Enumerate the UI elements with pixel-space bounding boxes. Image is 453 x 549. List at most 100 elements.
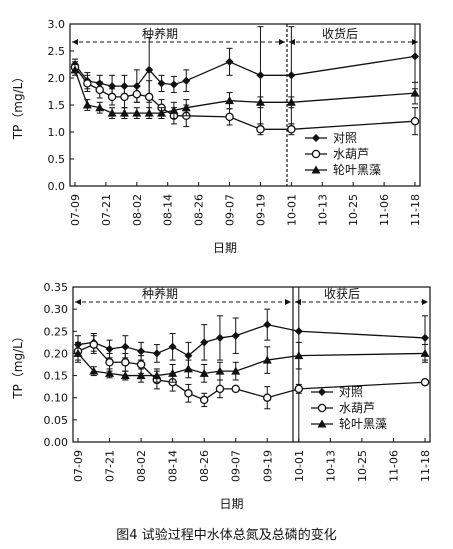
- plot-frame: [69, 23, 421, 187]
- x-axis-title: 日期: [219, 497, 243, 511]
- data-point-triangle: [105, 368, 115, 377]
- data-point-diamond: [231, 331, 240, 340]
- data-point-triangle: [152, 371, 162, 380]
- data-point-triangle: [73, 348, 83, 357]
- legend-label: 水葫芦: [339, 401, 375, 415]
- arrowhead: [279, 39, 285, 45]
- y-tick-label: 0.15: [44, 370, 69, 383]
- data-point-circle: [420, 377, 430, 387]
- data-point-diamond: [225, 57, 234, 66]
- data-point-circle: [121, 358, 130, 367]
- data-point-triangle: [199, 368, 209, 377]
- data-point-triangle: [410, 88, 420, 97]
- data-point-triangle: [294, 351, 304, 360]
- data-point-triangle: [120, 371, 130, 380]
- data-point-circle: [263, 393, 272, 402]
- data-point-triangle: [119, 108, 129, 117]
- arrowhead: [295, 299, 301, 305]
- x-tick-label: 08-26: [193, 194, 206, 226]
- y-tick-label: 2.5: [48, 45, 66, 58]
- data-point-circle: [107, 92, 117, 102]
- x-tick-label: 11-18: [419, 450, 432, 482]
- data-point-circle: [410, 116, 420, 126]
- x-axis-title: 日期: [213, 241, 237, 255]
- x-tick-label: 08-02: [135, 450, 148, 482]
- legend-label: 水葫芦: [333, 147, 369, 161]
- data-point-circle: [83, 79, 92, 88]
- data-point-diamond: [152, 349, 161, 358]
- plot-frame: [72, 286, 431, 443]
- y-tick-label: 1.0: [48, 126, 66, 139]
- x-tick-label: 10-25: [347, 194, 360, 226]
- chart-2: 0.00 0.05 0.10 0.15 0.20 0.25 0.30 0.35 07-09 07-…: [11, 281, 432, 511]
- data-point-diamond: [263, 320, 272, 329]
- y-tick-label: 0.20: [44, 347, 69, 360]
- period-label: 收获后: [324, 287, 360, 301]
- data-point-diamond: [168, 342, 177, 351]
- legend-label: 轮叶黑藻: [339, 417, 387, 431]
- x-tick-label: 09-07: [230, 450, 243, 482]
- y-tick-label: 0.10: [44, 392, 69, 405]
- x-tick-label: 08-26: [198, 450, 211, 482]
- x-tick-label: 11-06: [387, 450, 400, 482]
- data-point-triangle: [132, 108, 142, 117]
- data-point-triangle: [231, 366, 241, 375]
- legend-label: 对照: [339, 385, 363, 399]
- x-tick-label: 08-02: [131, 194, 144, 226]
- data-point-diamond: [294, 327, 303, 336]
- y-tick-label: 0.30: [44, 303, 69, 316]
- data-point-circle: [95, 85, 104, 95]
- series-line-1: [74, 55, 416, 87]
- data-point-circle: [287, 125, 296, 134]
- legend-marker-diamond: [318, 388, 326, 396]
- data-point-circle: [132, 89, 142, 99]
- x-tick-label: 09-19: [254, 194, 267, 226]
- data-point-triangle: [136, 371, 146, 380]
- data-point-triangle: [169, 105, 179, 114]
- data-point-circle: [231, 384, 240, 394]
- data-point-circle: [199, 395, 209, 405]
- x-tick-label: 10-01: [285, 194, 298, 226]
- data-point-triangle: [107, 108, 117, 117]
- data-point-diamond: [157, 79, 166, 88]
- arrowhead: [422, 299, 428, 305]
- data-point-circle: [225, 112, 234, 122]
- y-tick-label: 2.0: [48, 72, 66, 85]
- period-label: 种养期: [142, 286, 178, 301]
- data-point-triangle: [215, 366, 225, 375]
- data-point-diamond: [137, 347, 146, 356]
- legend-marker-triangle: [317, 419, 327, 428]
- data-point-triangle: [144, 108, 154, 117]
- data-point-diamond: [287, 71, 296, 80]
- data-point-circle: [89, 340, 99, 349]
- y-tick-label: 0.35: [44, 281, 69, 294]
- x-tick-label: 07-09: [69, 194, 82, 226]
- data-point-triangle: [157, 108, 167, 117]
- data-point-triangle: [82, 100, 92, 109]
- x-tick-label: 10-13: [324, 450, 337, 482]
- data-point-diamond: [184, 351, 193, 360]
- data-point-diamond: [108, 82, 117, 91]
- series-line-1: [77, 323, 426, 357]
- figure-caption: 图4 试验过程中水体总氮及总磷的变化: [116, 528, 337, 543]
- y-tick-label: 0.05: [44, 414, 69, 427]
- x-tick-label: 10-01: [293, 450, 306, 482]
- data-point-diamond: [411, 52, 419, 61]
- data-point-triangle: [420, 348, 430, 357]
- data-point-diamond: [256, 71, 265, 80]
- data-point-triangle: [95, 103, 105, 112]
- x-tick-label: 11-06: [378, 194, 391, 226]
- x-tick-label: 10-25: [356, 450, 369, 482]
- legend-marker-circle: [311, 149, 321, 159]
- figure-svg: 0.0 0.5 1.0 1.5 2.0 2.5 3.0 07-09 07-21 08-02 08-1…: [11, 18, 432, 511]
- data-point-triangle: [183, 364, 193, 373]
- y-axis-title: TP（mg/L）: [11, 330, 25, 400]
- data-point-triangle: [181, 103, 191, 112]
- data-point-diamond: [169, 80, 178, 89]
- x-tick-label: 11-18: [409, 194, 422, 226]
- data-point-diamond: [421, 333, 429, 342]
- x-tick-label: 10-13: [316, 194, 329, 226]
- data-point-triangle: [89, 366, 99, 375]
- y-tick-label: 3.0: [48, 18, 66, 31]
